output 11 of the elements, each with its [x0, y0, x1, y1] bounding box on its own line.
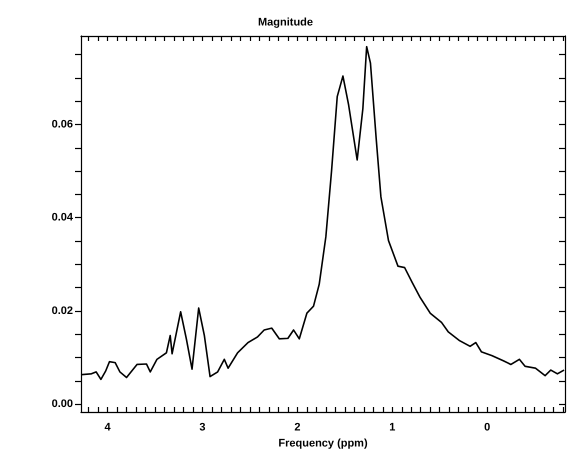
chart-title: Magnitude — [258, 16, 313, 28]
x-tick-label: 4 — [104, 422, 112, 434]
y-tick-label: 0.06 — [52, 118, 73, 131]
x-tick-label: 2 — [294, 422, 300, 434]
y-tick-label: 0.04 — [52, 212, 74, 224]
x-tick-label: 1 — [389, 422, 396, 434]
y-tick-label: 0.02 — [52, 304, 73, 317]
x-tick-label: 3 — [199, 422, 206, 434]
y-tick-label: 0.00 — [52, 398, 73, 410]
x-axis-title: Frequency (ppm) — [278, 438, 368, 450]
x-tick-label: 0 — [484, 422, 490, 434]
